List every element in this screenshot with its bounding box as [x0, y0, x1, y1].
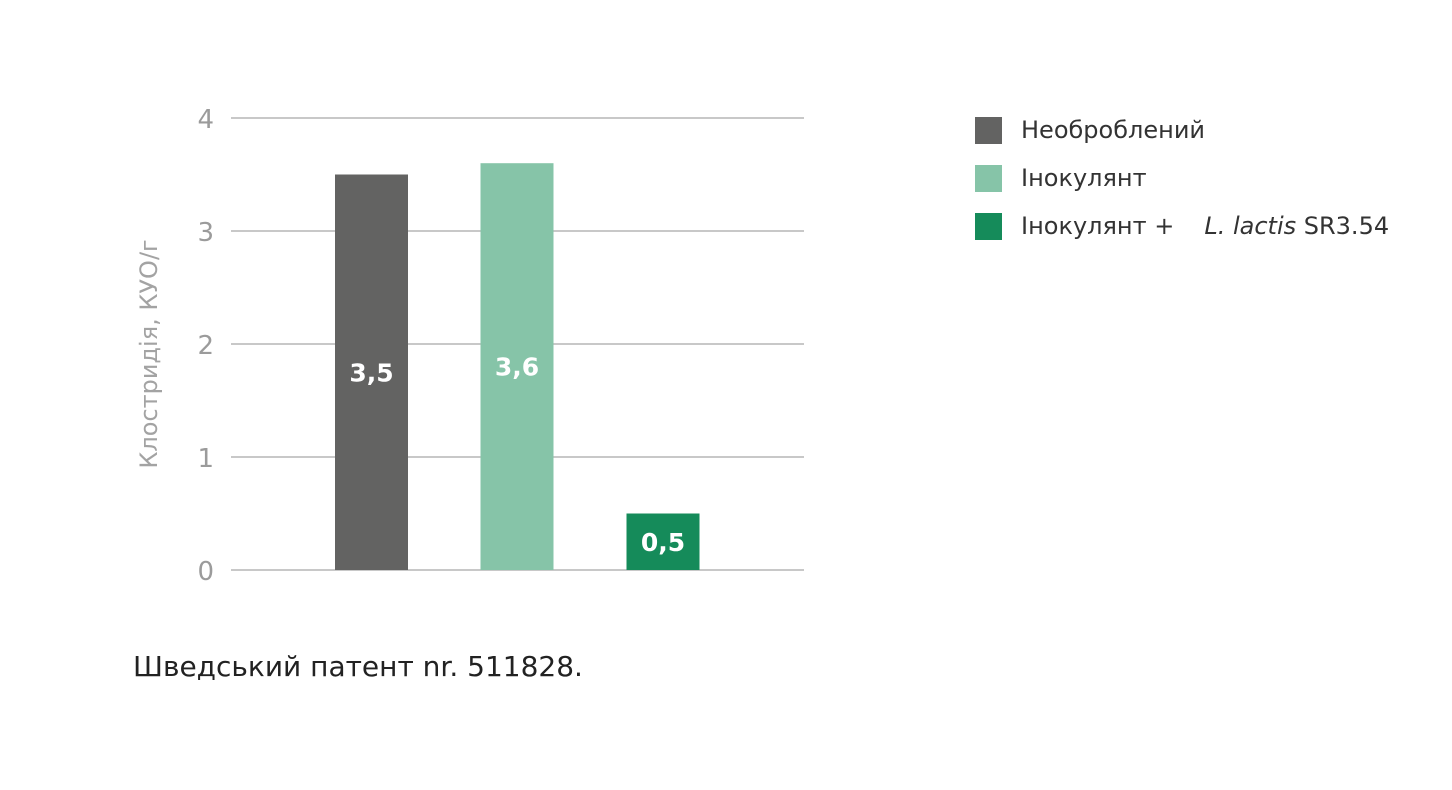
bar-value-label: 3,6: [495, 353, 539, 382]
bar-value-label: 0,5: [641, 528, 685, 557]
y-axis-label: Клостридія, КУО/г: [135, 239, 163, 468]
y-tick-label: 3: [197, 218, 214, 248]
footnote: Шведський патент nr. 511828.: [133, 650, 583, 683]
bar-value-label: 3,5: [349, 358, 393, 387]
bar: [626, 513, 700, 570]
legend-swatch: [975, 164, 1002, 192]
legend: Необроблений Інокулянт Інокулянт + L. lac…: [975, 112, 1389, 256]
legend-label: Інокулянт + L. lactis SR3.54: [1021, 212, 1389, 240]
legend-label-strain: SR3.54: [1296, 212, 1390, 240]
legend-item-inoculant-lactis: Інокулянт + L. lactis SR3.54: [975, 208, 1389, 244]
bar: [335, 174, 408, 570]
y-tick-label: 0: [197, 557, 214, 587]
legend-item-untreated: Необроблений: [975, 112, 1389, 148]
y-tick-label: 2: [197, 331, 214, 361]
y-tick-label: 4: [197, 105, 214, 135]
legend-swatch: [975, 116, 1002, 144]
bar-value-labels: 3,5 3,6 0,5: [349, 353, 685, 557]
legend-label: Необроблений: [1021, 116, 1206, 144]
legend-label: Інокулянт: [1021, 164, 1147, 192]
y-tick-label: 1: [197, 444, 214, 474]
legend-label-species: L. lactis: [1204, 212, 1297, 240]
bars: [335, 163, 700, 570]
bar-chart: 0 1 2 3 4 Клостридія, КУО/г 3,5 3,6 0,5: [135, 105, 804, 587]
y-tick-labels: 0 1 2 3 4: [197, 105, 214, 587]
legend-swatch: [975, 212, 1002, 240]
bar: [480, 163, 554, 570]
legend-item-inoculant: Інокулянт: [975, 160, 1389, 196]
legend-label-main: Інокулянт +: [1021, 212, 1175, 240]
